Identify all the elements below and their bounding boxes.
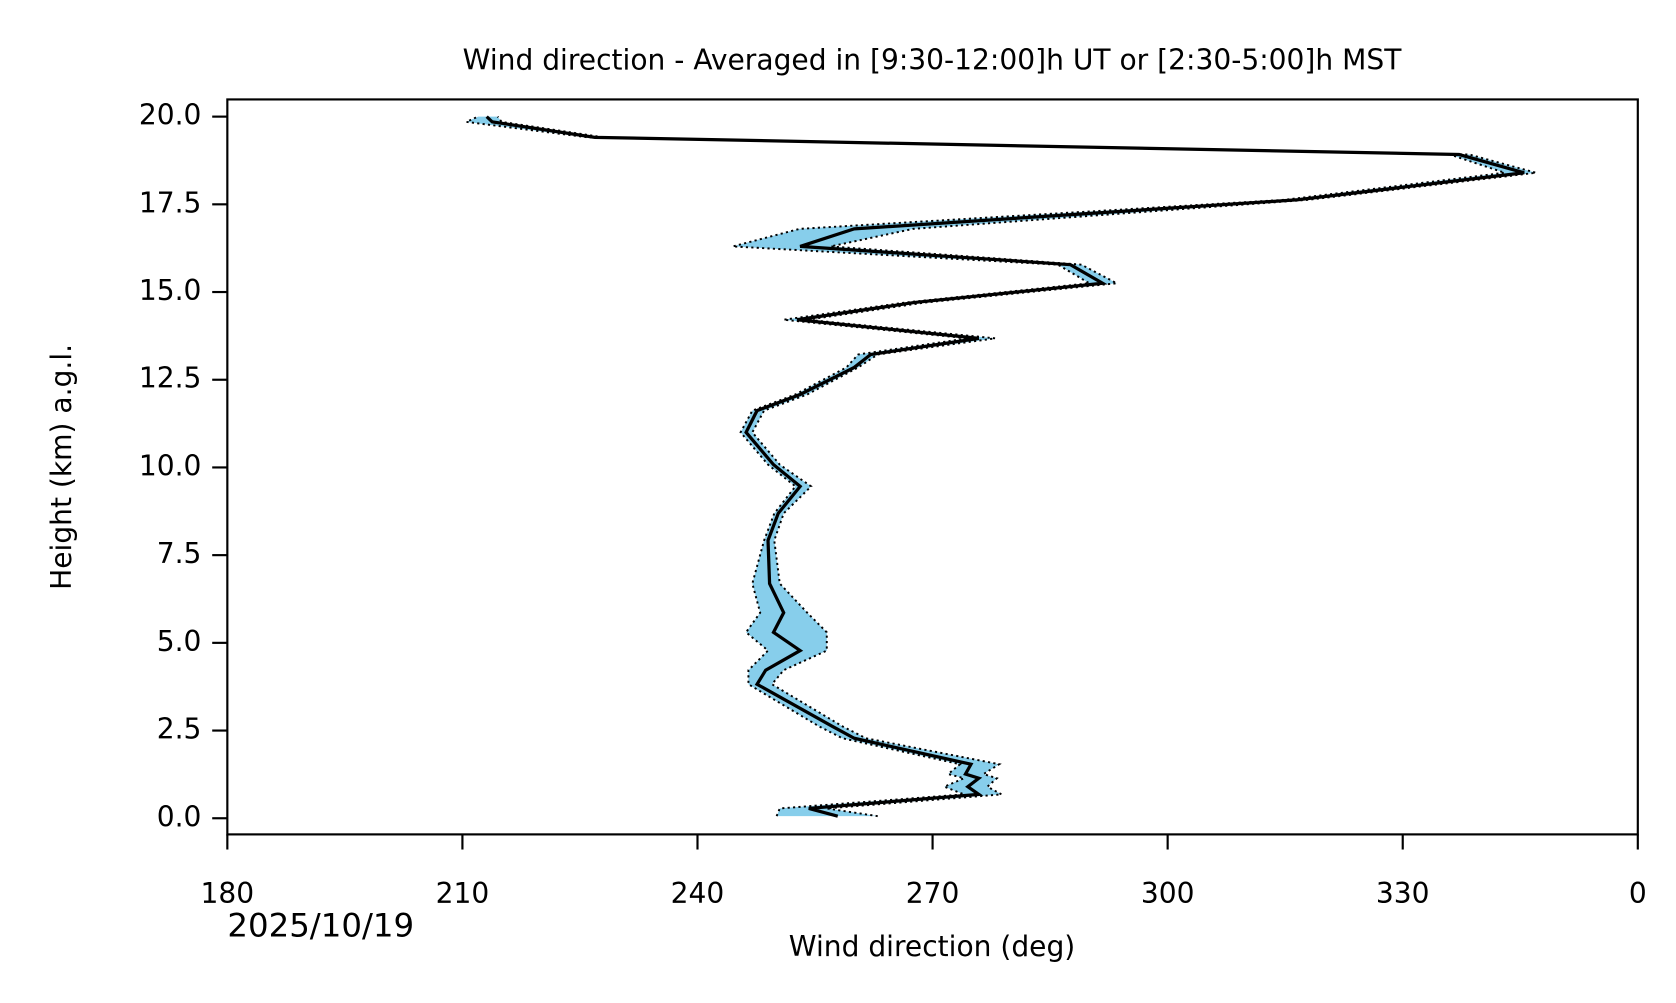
y-tick-label: 15.0 bbox=[139, 274, 202, 307]
uncertainty-band bbox=[466, 116, 1536, 817]
y-tick-label: 17.5 bbox=[139, 186, 202, 219]
lower-bound bbox=[462, 115, 1505, 817]
x-tick-label: 0 bbox=[1629, 877, 1647, 910]
date-label: 2025/10/19 bbox=[227, 906, 414, 944]
x-tick-label: 270 bbox=[906, 877, 960, 910]
y-tick-label: 7.5 bbox=[157, 537, 202, 570]
y-tick-label: 20.0 bbox=[139, 99, 202, 132]
x-tick-label: 240 bbox=[671, 877, 725, 910]
y-tick-label: 12.5 bbox=[139, 362, 202, 395]
y-tick-label: 2.5 bbox=[157, 713, 202, 746]
y-tick-label: 0.0 bbox=[157, 800, 202, 833]
y-axis-label: Height (km) a.g.l. bbox=[45, 344, 78, 590]
mean-line bbox=[485, 115, 1525, 818]
chart-title: Wind direction - Averaged in [9:30-12:00… bbox=[463, 44, 1403, 77]
y-tick-label: 10.0 bbox=[139, 449, 202, 482]
x-tick-label: 300 bbox=[1141, 877, 1195, 910]
y-tick-label: 5.0 bbox=[157, 625, 202, 658]
x-tick-label: 180 bbox=[201, 877, 255, 910]
upper-bound bbox=[496, 116, 1537, 818]
x-tick-label: 210 bbox=[436, 877, 490, 910]
plot-frame bbox=[226, 98, 1639, 836]
x-axis-label: Wind direction (deg) bbox=[789, 930, 1075, 963]
x-tick-label: 330 bbox=[1376, 877, 1430, 910]
